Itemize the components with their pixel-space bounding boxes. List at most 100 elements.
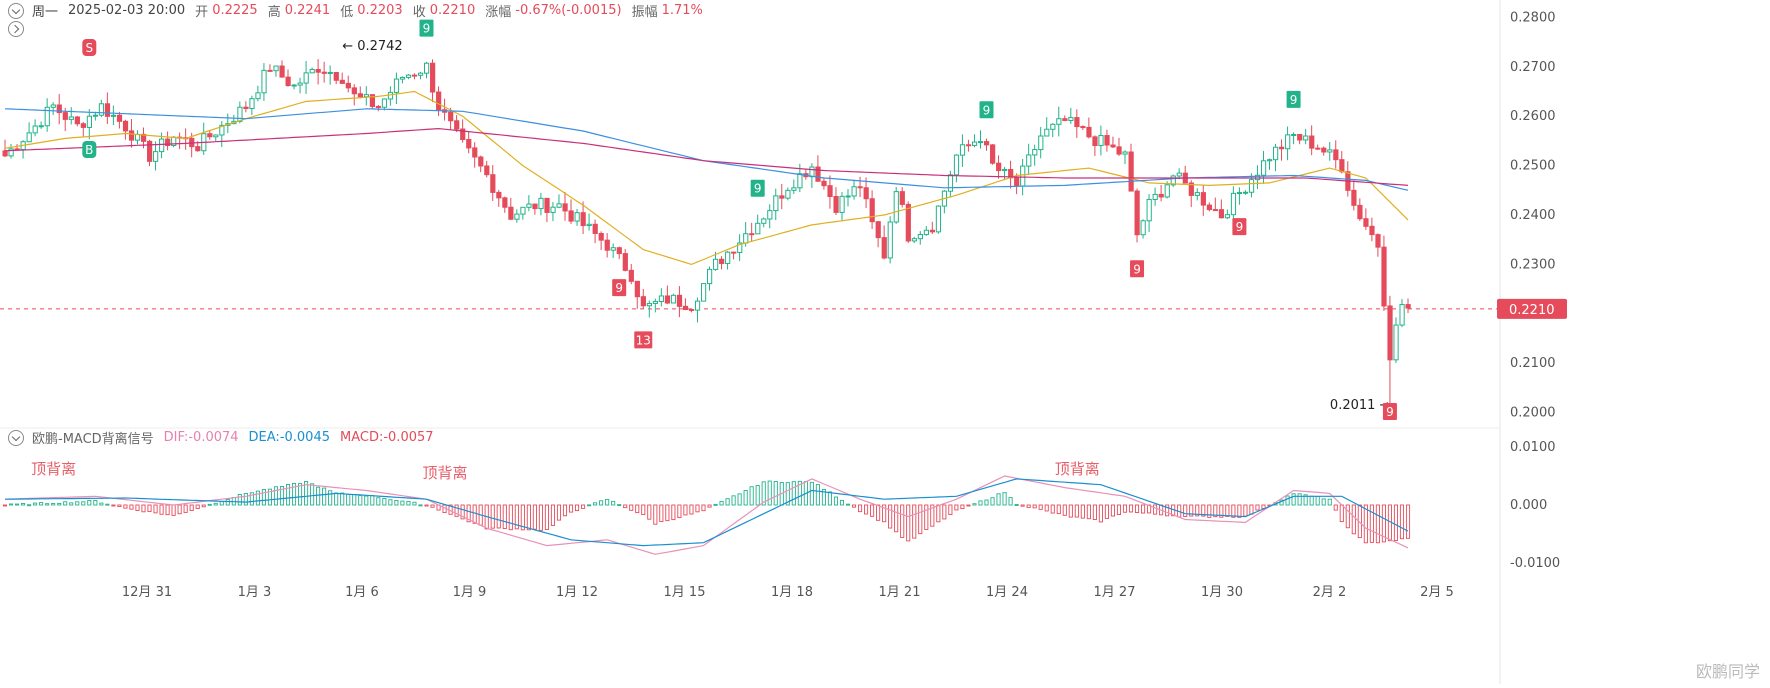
candle-body <box>134 133 141 141</box>
macd-histogram-bar <box>1327 498 1332 506</box>
x-axis-tick: 1月 6 <box>345 585 379 600</box>
macd-histogram-bar <box>599 500 604 506</box>
macd-histogram-bar <box>1339 504 1344 523</box>
candle-body <box>448 111 454 122</box>
macd-histogram-bar <box>936 504 941 523</box>
macd-histogram-bar <box>857 504 863 513</box>
macd-histogram-bar <box>1309 495 1314 506</box>
macd-histogram-bar <box>948 504 953 515</box>
candle-body <box>255 92 261 100</box>
macd-histogram-bar <box>1008 497 1013 506</box>
candle-body <box>598 232 604 241</box>
candle-body <box>122 120 129 132</box>
macd-histogram-bar <box>2 504 8 507</box>
macd-histogram-bar <box>508 504 513 531</box>
macd-histogram-bar <box>460 504 465 520</box>
macd-value: MACD:-0.0057 <box>340 430 434 445</box>
macd-histogram-bar <box>593 502 598 506</box>
macd-histogram-bar <box>1141 504 1146 514</box>
candle-body <box>905 203 911 242</box>
candle-body <box>568 210 574 222</box>
macd-histogram-bar <box>641 504 646 515</box>
candle-body <box>273 65 279 72</box>
low-value: 0.2203 <box>357 3 403 18</box>
candle-body <box>616 247 622 255</box>
candle-body <box>1092 136 1098 147</box>
macd-histogram-bar <box>605 498 610 506</box>
candle-body <box>1044 128 1050 137</box>
macd-histogram-bar <box>761 481 766 506</box>
candle-body <box>526 203 532 208</box>
macd-histogram-bar <box>219 501 224 506</box>
candle-body <box>195 146 201 152</box>
candle-body <box>857 186 863 189</box>
divergence-label: 顶背离 <box>1055 460 1100 478</box>
macd-histogram-bar <box>261 489 266 506</box>
signal-marker <box>419 19 434 37</box>
candle-body <box>1339 159 1345 173</box>
candle-body <box>1218 209 1225 219</box>
candle-body <box>1194 192 1200 196</box>
macd-histogram-bar <box>1291 493 1296 506</box>
macd-histogram-bar <box>671 504 676 521</box>
candle-body <box>1303 135 1309 141</box>
indicator-name: 欧鹏-MACD背离信号 <box>32 432 154 447</box>
macd-histogram-bar <box>587 504 592 507</box>
macd-histogram-bar <box>1381 504 1386 543</box>
low-price-annotation: 0.2011 → <box>1330 398 1391 413</box>
indicator-collapse-icon[interactable] <box>8 429 24 446</box>
price-axis-tick: 0.2600 <box>1510 109 1556 124</box>
candle-body <box>779 195 785 199</box>
macd-histogram-bar <box>743 490 748 506</box>
macd-histogram-bar <box>888 504 893 529</box>
candle-body <box>393 78 400 93</box>
candle-body <box>1062 118 1068 121</box>
candle-body <box>490 174 496 193</box>
macd-histogram-bar <box>1201 504 1206 517</box>
candle-body <box>990 144 996 164</box>
candle-body <box>44 106 50 127</box>
macd-histogram-bar <box>370 495 375 506</box>
candle-body <box>652 301 659 304</box>
macd-histogram-bar <box>821 489 826 506</box>
signal-label: S <box>85 41 93 55</box>
macd-histogram-bar <box>845 503 851 506</box>
macd-histogram-bar <box>526 504 531 531</box>
macd-histogram-bar <box>388 499 393 506</box>
macd-histogram-bar <box>677 504 682 519</box>
candle-body <box>1224 214 1231 219</box>
price-axis-tick: 0.2800 <box>1510 10 1556 25</box>
signal-label: 9 <box>1133 262 1141 276</box>
candle-body <box>610 247 616 251</box>
candle-body <box>128 130 135 141</box>
candle-body <box>508 206 514 220</box>
close-value: 0.2210 <box>429 3 476 18</box>
candle-body <box>207 133 213 138</box>
candle-body <box>285 76 291 87</box>
candle-body <box>1170 175 1176 186</box>
macd-histogram-bar <box>1321 498 1326 506</box>
macd-histogram-bar <box>972 503 977 506</box>
candle-body <box>688 309 695 312</box>
macd-histogram-bar <box>713 503 718 506</box>
macd-histogram-bar <box>1086 504 1091 520</box>
candle-body <box>550 206 556 213</box>
macd-histogram-bar <box>322 487 327 506</box>
amplitude-label: 振幅 <box>631 5 658 20</box>
macd-histogram-bar <box>243 493 248 506</box>
signal-label: 9 <box>1236 220 1244 234</box>
candle-body <box>1381 246 1387 307</box>
macd-histogram-bar <box>183 504 188 513</box>
candle-body <box>556 203 562 208</box>
macd-histogram-bar <box>141 504 146 513</box>
collapse-icon[interactable] <box>8 2 24 19</box>
candle-body <box>893 191 899 223</box>
candle-body <box>32 125 38 134</box>
signal-marker <box>1286 90 1301 108</box>
expand-icon[interactable] <box>8 21 24 37</box>
candle-body <box>1399 304 1405 326</box>
signal-label: 9 <box>1386 405 1394 419</box>
candle-body <box>827 185 833 198</box>
open-value: 0.2225 <box>212 3 258 18</box>
candle-body <box>381 98 388 108</box>
